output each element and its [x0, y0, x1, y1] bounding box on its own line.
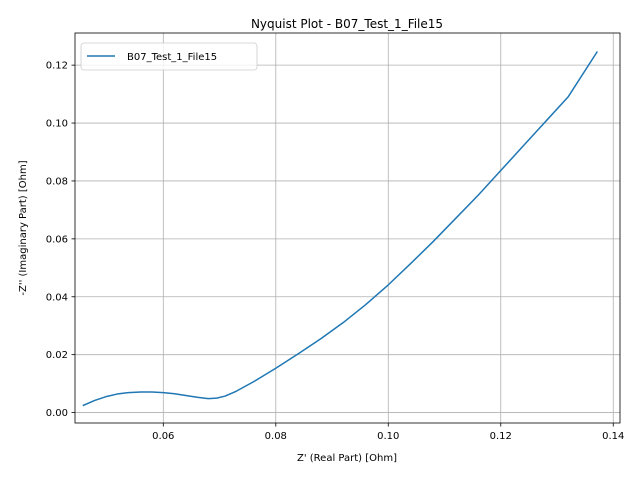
axes-frame [74, 32, 621, 424]
legend-label: B07_Test_1_File15 [127, 52, 217, 63]
x-tick-label: 0.12 [490, 431, 512, 442]
y-axis-label: -Z'' (Imaginary Part) [Ohm] [18, 160, 29, 295]
ticks: 0.06 0.08 0.10 0.12 0.14 0.00 0.02 0.04 0.06 0.08… [46, 61, 625, 442]
series-layer [82, 51, 598, 407]
legend: B07_Test_1_File15 [80, 42, 258, 71]
legend-box [80, 42, 258, 71]
x-tick-label: 0.14 [602, 431, 624, 442]
y-tick-label: 0.00 [46, 408, 68, 419]
chart-title: Nyquist Plot - B07_Test_1_File15 [251, 17, 443, 31]
y-tick-label: 0.06 [46, 234, 68, 245]
y-tick-label: 0.12 [46, 61, 68, 72]
y-tick-label: 0.04 [46, 292, 68, 303]
x-tick-label: 0.06 [152, 431, 174, 442]
y-tick-label: 0.10 [46, 119, 68, 130]
y-tick-label: 0.08 [46, 176, 68, 187]
x-axis-label: Z' (Real Part) [Ohm] [297, 453, 397, 464]
y-tick-label: 0.02 [46, 350, 68, 361]
x-tick-label: 0.10 [377, 431, 399, 442]
x-tick-label: 0.08 [265, 431, 287, 442]
series-line [82, 51, 598, 407]
